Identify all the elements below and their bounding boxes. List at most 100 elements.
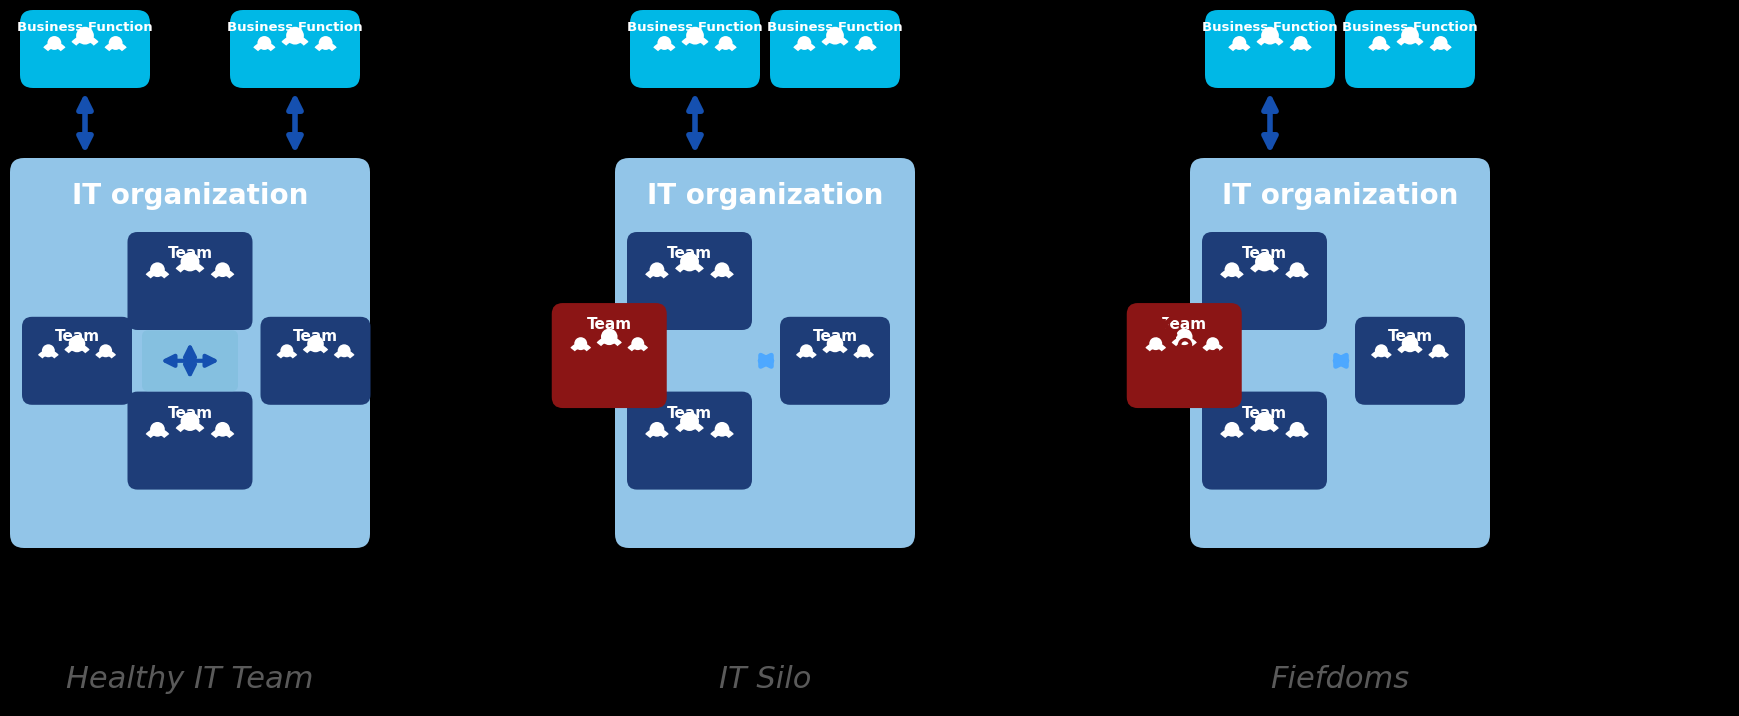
Circle shape — [1224, 262, 1238, 277]
Circle shape — [1254, 253, 1273, 271]
FancyBboxPatch shape — [230, 10, 360, 88]
Circle shape — [1289, 422, 1304, 437]
Circle shape — [1402, 336, 1417, 352]
Circle shape — [796, 36, 810, 50]
FancyBboxPatch shape — [630, 10, 760, 88]
Circle shape — [1149, 337, 1162, 350]
FancyBboxPatch shape — [1355, 316, 1464, 405]
Text: Team: Team — [1242, 246, 1287, 261]
Circle shape — [308, 336, 323, 352]
Circle shape — [1261, 26, 1278, 44]
Text: Team: Team — [1386, 329, 1431, 344]
FancyBboxPatch shape — [127, 392, 252, 490]
FancyBboxPatch shape — [1189, 158, 1489, 548]
FancyBboxPatch shape — [127, 232, 252, 330]
Circle shape — [685, 26, 704, 44]
Circle shape — [1374, 344, 1388, 357]
Circle shape — [77, 26, 94, 44]
Text: Team: Team — [167, 406, 212, 421]
Circle shape — [280, 344, 294, 357]
Text: IT organization: IT organization — [71, 182, 308, 210]
Circle shape — [826, 336, 843, 352]
Circle shape — [47, 36, 61, 50]
Text: Business Function: Business Function — [17, 21, 153, 34]
Circle shape — [1433, 36, 1447, 50]
FancyBboxPatch shape — [1202, 392, 1327, 490]
FancyBboxPatch shape — [770, 10, 899, 88]
Circle shape — [99, 344, 111, 357]
Circle shape — [257, 36, 271, 50]
Text: Team: Team — [586, 316, 631, 332]
Text: Team: Team — [292, 329, 337, 344]
Text: IT Silo: IT Silo — [718, 665, 810, 695]
Circle shape — [108, 36, 122, 50]
FancyBboxPatch shape — [143, 330, 238, 391]
Circle shape — [600, 329, 617, 345]
Text: Business Function: Business Function — [626, 21, 762, 34]
Circle shape — [318, 36, 332, 50]
Text: Healthy IT Team: Healthy IT Team — [66, 665, 313, 695]
Text: IT organization: IT organization — [1221, 182, 1457, 210]
Circle shape — [1205, 337, 1219, 350]
Text: Business Function: Business Function — [767, 21, 903, 34]
Circle shape — [857, 344, 870, 357]
Text: Team: Team — [54, 329, 99, 344]
Circle shape — [1176, 329, 1191, 345]
Circle shape — [181, 253, 200, 271]
Circle shape — [649, 422, 664, 437]
FancyBboxPatch shape — [1344, 10, 1475, 88]
Circle shape — [1400, 26, 1417, 44]
Circle shape — [1254, 412, 1273, 431]
Circle shape — [285, 26, 304, 44]
Circle shape — [1224, 422, 1238, 437]
Text: Team: Team — [167, 246, 212, 261]
Circle shape — [181, 412, 200, 431]
FancyBboxPatch shape — [1202, 232, 1327, 330]
Circle shape — [42, 344, 56, 357]
FancyBboxPatch shape — [779, 316, 889, 405]
Circle shape — [657, 36, 671, 50]
Circle shape — [216, 422, 230, 437]
FancyBboxPatch shape — [23, 316, 132, 405]
Circle shape — [68, 336, 85, 352]
Circle shape — [631, 337, 643, 350]
Text: Business Function: Business Function — [228, 21, 363, 34]
Text: Team: Team — [666, 406, 711, 421]
FancyBboxPatch shape — [551, 303, 666, 408]
Circle shape — [649, 262, 664, 277]
Circle shape — [715, 262, 729, 277]
FancyBboxPatch shape — [626, 232, 751, 330]
FancyBboxPatch shape — [261, 316, 370, 405]
Text: Business Function: Business Function — [1341, 21, 1476, 34]
Circle shape — [826, 26, 843, 44]
FancyBboxPatch shape — [614, 158, 915, 548]
Circle shape — [1289, 262, 1304, 277]
Circle shape — [574, 337, 586, 350]
Text: Business Function: Business Function — [1202, 21, 1337, 34]
FancyBboxPatch shape — [626, 392, 751, 490]
Circle shape — [1231, 36, 1245, 50]
Circle shape — [718, 36, 732, 50]
Circle shape — [216, 262, 230, 277]
Text: Team: Team — [666, 246, 711, 261]
FancyBboxPatch shape — [19, 10, 150, 88]
Text: Team: Team — [1242, 406, 1287, 421]
Circle shape — [680, 412, 699, 431]
Circle shape — [680, 253, 699, 271]
FancyBboxPatch shape — [10, 158, 370, 548]
Circle shape — [1431, 344, 1445, 357]
FancyBboxPatch shape — [1127, 303, 1242, 408]
Circle shape — [715, 422, 729, 437]
Circle shape — [337, 344, 351, 357]
Circle shape — [150, 422, 165, 437]
Circle shape — [800, 344, 812, 357]
Circle shape — [150, 262, 165, 277]
Text: Team: Team — [812, 329, 857, 344]
Text: Team: Team — [1162, 316, 1207, 332]
Circle shape — [1372, 36, 1386, 50]
Text: IT organization: IT organization — [647, 182, 883, 210]
Circle shape — [1294, 36, 1306, 50]
Circle shape — [859, 36, 871, 50]
FancyBboxPatch shape — [1205, 10, 1334, 88]
Text: Fiefdoms: Fiefdoms — [1269, 665, 1409, 695]
